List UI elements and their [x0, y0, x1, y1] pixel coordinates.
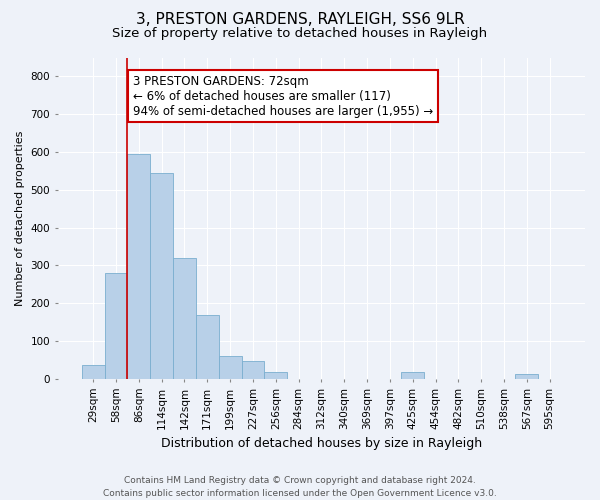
Bar — [82, 365, 104, 379]
Text: 3, PRESTON GARDENS, RAYLEIGH, SS6 9LR: 3, PRESTON GARDENS, RAYLEIGH, SS6 9LR — [136, 12, 464, 28]
Bar — [242, 361, 265, 379]
Bar — [515, 374, 538, 379]
Y-axis label: Number of detached properties: Number of detached properties — [15, 130, 25, 306]
Bar — [127, 154, 150, 379]
Bar — [150, 173, 173, 379]
Text: 3 PRESTON GARDENS: 72sqm
← 6% of detached houses are smaller (117)
94% of semi-d: 3 PRESTON GARDENS: 72sqm ← 6% of detache… — [133, 74, 433, 118]
Bar — [104, 273, 127, 379]
Text: Contains HM Land Registry data © Crown copyright and database right 2024.
Contai: Contains HM Land Registry data © Crown c… — [103, 476, 497, 498]
X-axis label: Distribution of detached houses by size in Rayleigh: Distribution of detached houses by size … — [161, 437, 482, 450]
Bar — [173, 258, 196, 379]
Bar — [219, 356, 242, 379]
Bar — [265, 372, 287, 379]
Bar — [401, 372, 424, 379]
Text: Size of property relative to detached houses in Rayleigh: Size of property relative to detached ho… — [112, 28, 488, 40]
Bar — [196, 314, 219, 379]
